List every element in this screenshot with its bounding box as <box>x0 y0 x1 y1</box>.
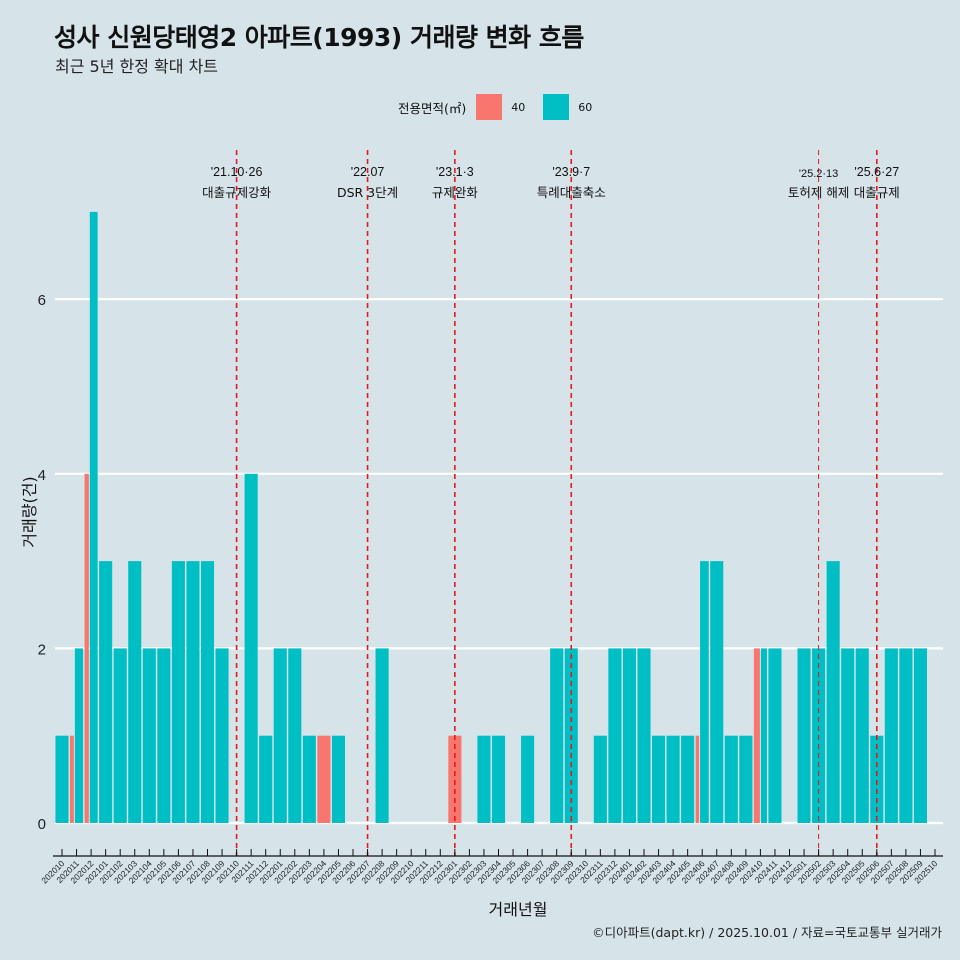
bar-60-202507 <box>884 648 898 823</box>
chart-title: 성사 신원당태영2 아파트(1993) 거래량 변화 흐름 <box>54 23 584 52</box>
bar-60-202109 <box>215 648 229 823</box>
bar-60-202503 <box>826 561 840 823</box>
event-date-label: '25.2·13 <box>799 168 838 180</box>
bar-60-202504 <box>841 648 855 823</box>
y-tick-label: 2 <box>38 641 46 658</box>
bar-60-202402 <box>637 648 651 823</box>
bar-60-202112 <box>259 735 273 823</box>
x-axis: 2020102020112020122021012021022021032021… <box>39 849 943 885</box>
bar-60-202205 <box>331 735 345 823</box>
bar-60-202012 <box>89 211 98 823</box>
bar-60-202401 <box>622 648 636 823</box>
bar-40-202410 <box>753 648 760 823</box>
bars <box>55 211 927 823</box>
bar-60-202410 <box>760 648 767 823</box>
bar-60-202311 <box>593 735 607 823</box>
bar-40-202301 <box>448 735 462 823</box>
bar-60-202406 <box>700 561 709 823</box>
bar-60-202202 <box>288 648 302 823</box>
bar-40-202012 <box>84 473 89 823</box>
event-label: 규제완화 <box>432 185 479 200</box>
bar-60-202203 <box>302 735 316 823</box>
bar-60-202303 <box>477 735 491 823</box>
event-label: 토허제 해제 <box>788 185 849 200</box>
bar-60-202508 <box>899 648 913 823</box>
event-label: 특례대출축소 <box>537 185 606 200</box>
legend-swatch-60 <box>543 94 570 120</box>
bar-60-202408 <box>724 735 738 823</box>
legend-swatch-40 <box>476 94 503 120</box>
bar-60-202208 <box>375 648 389 823</box>
bar-60-202404 <box>666 735 680 823</box>
x-axis-title: 거래년월 <box>488 900 548 919</box>
bar-60-202101 <box>99 561 113 823</box>
bar-60-202108 <box>200 561 215 823</box>
event-label: 대출규제강화 <box>202 185 272 200</box>
y-tick-label: 6 <box>38 292 46 309</box>
event-date-label: '23.9·7 <box>552 165 590 179</box>
bar-40-202406 <box>695 735 700 823</box>
event-date-label: '23.1·3 <box>436 165 474 179</box>
bar-60-202505 <box>855 648 869 823</box>
bar-60-202106 <box>171 561 185 823</box>
bar-60-202010 <box>55 735 69 823</box>
bar-60-202304 <box>491 735 506 823</box>
bar-60-202308 <box>550 648 564 823</box>
legend: 전용면적(㎡) 40 60 <box>398 94 610 120</box>
y-tick-label: 0 <box>38 816 46 833</box>
bar-60-202011 <box>74 648 84 823</box>
bar-60-202105 <box>157 648 171 823</box>
event-label: DSR 3단계 <box>337 185 398 200</box>
bar-60-202107 <box>186 561 200 823</box>
event-lines: '21.10·26 대출규제강화 '22.07 DSR 3단계 '23.1·3 규제완화 '… <box>202 150 900 856</box>
bar-60-202409 <box>739 735 753 823</box>
bar-60-202306 <box>521 735 535 823</box>
bar-60-202501 <box>797 648 811 823</box>
event-label: 대출규제 <box>854 185 900 200</box>
bar-60-202111 <box>244 473 258 823</box>
bar-60-202407 <box>710 561 724 823</box>
event-date-label: '21.10·26 <box>211 165 263 179</box>
y-axis-title: 거래량(건) <box>20 476 39 548</box>
legend-title: 전용면적(㎡) <box>398 100 467 116</box>
bar-60-202411 <box>768 648 782 823</box>
source-caption: ©디아파트(dapt.kr) / 2025.10.01 / 자료=국토교통부 실… <box>592 925 942 940</box>
bar-60-202104 <box>142 648 156 823</box>
y-tick-label: 4 <box>38 467 46 484</box>
chart-subtitle: 최근 5년 한정 확대 차트 <box>55 57 219 76</box>
bar-60-202403 <box>652 735 666 823</box>
bar-60-202102 <box>113 648 127 823</box>
bar-60-202103 <box>128 561 142 823</box>
event-date-label: '22.07 <box>351 165 385 179</box>
bar-40-202204 <box>317 735 331 823</box>
legend-label-60: 60 <box>578 100 593 114</box>
legend-label-40: 40 <box>511 100 526 114</box>
bar-60-202509 <box>913 648 927 823</box>
event-date-label: '25.6·27 <box>854 165 899 179</box>
bar-60-202312 <box>608 648 622 823</box>
bar-60-202405 <box>681 735 695 823</box>
bar-60-202506 <box>870 735 884 823</box>
bar-60-202201 <box>273 648 287 823</box>
y-axis: 0 2 4 6 <box>38 292 46 833</box>
bar-40-202011 <box>70 735 74 823</box>
